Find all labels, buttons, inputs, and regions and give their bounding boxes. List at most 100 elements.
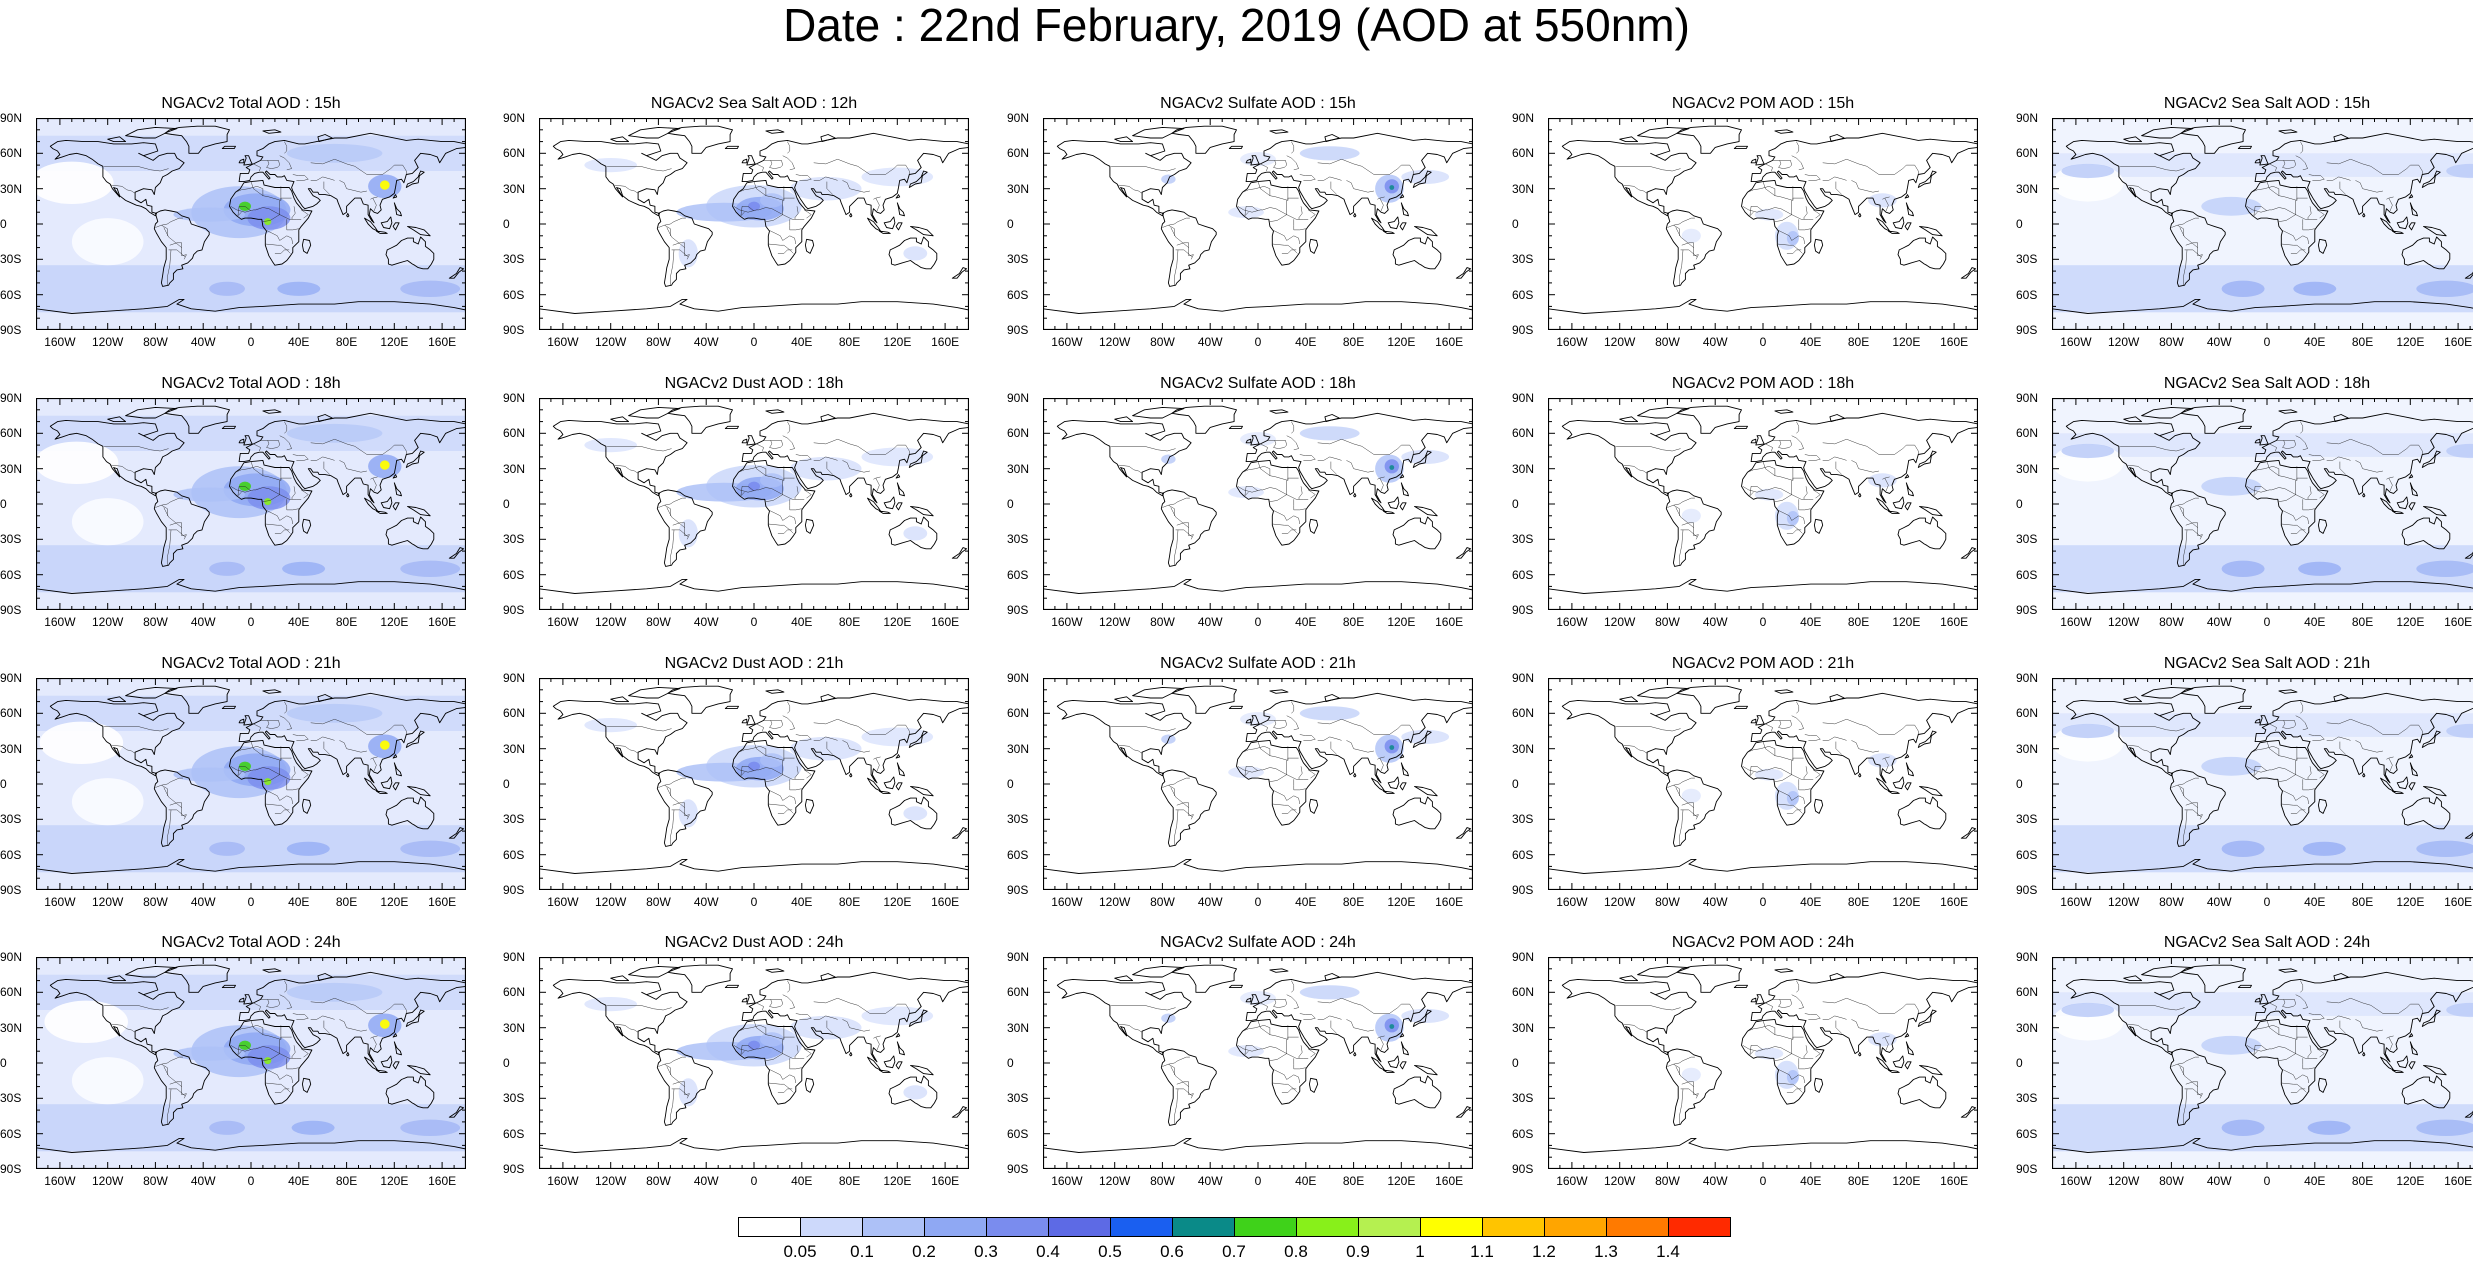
border-30 [2185,802,2198,808]
border-22 [1281,1088,1297,1093]
coastline-13 [1892,1055,1905,1069]
border-22 [274,809,290,814]
lon-tick-label: 160W [2060,335,2092,349]
colorbar-label: 0.2 [912,1242,936,1261]
border-24 [1298,486,1303,500]
coastline-1 [2169,769,2226,847]
border-15 [2246,1045,2318,1059]
border-11 [826,461,833,475]
world-map [539,398,969,610]
coastline-7 [1755,715,1765,726]
border-22 [274,249,290,254]
border-25 [1813,1048,1821,1058]
lat-tick-label: 90S [503,323,525,337]
border-5 [279,994,292,1010]
coastline-14 [1399,222,1407,231]
coastline-4 [888,796,938,830]
lon-tick-label: 80W [1655,615,1680,629]
border-8 [1317,158,1362,167]
lon-tick-label: 160W [547,335,579,349]
border-29 [664,497,686,506]
coastline-10 [1917,1009,1937,1027]
coastline-5 [667,685,733,714]
lon-tick-label: 80E [2351,895,2374,909]
coastline-2 [1741,739,1825,826]
border-29 [161,777,183,786]
coastline-21 [1353,772,1357,778]
coastline-18 [896,482,905,497]
coastline-9 [221,145,236,150]
border-1 [1623,184,1648,194]
coastline-18 [393,762,402,777]
colorbar-label: 1.1 [1470,1242,1494,1261]
lat-tick-label: 30S [1007,812,1029,827]
coastline-22 [895,1033,901,1038]
border-31 [2171,504,2184,516]
lon-tick-label: 40W [2206,895,2232,909]
coastline-24 [2278,689,2298,694]
lat-tick-label: 60S [2016,1126,2038,1141]
coastline-21 [346,772,350,778]
border-25 [301,209,309,219]
lat-tick-label: 60N [2016,706,2039,721]
border-17 [1257,461,1271,476]
coastline-6 [1548,1137,1978,1153]
coastline-5 [164,405,230,434]
border-6 [1291,701,1295,714]
border-11 [323,741,330,755]
border-27 [2179,1066,2203,1099]
coastline-0 [552,699,688,777]
lon-tick-label: 40E [2304,1174,2326,1188]
coastline-8 [1245,718,1252,724]
border-7 [292,454,309,461]
coastline-10 [1917,450,1937,468]
lon-tick-label: 80E [1847,335,1870,349]
coastline-0 [552,978,688,1056]
border-25 [804,209,812,219]
lat-tick-label: 30S [503,252,525,267]
border-19 [1774,480,1792,502]
border-14 [2388,1036,2393,1051]
border-32 [1174,1088,1179,1125]
border-29 [664,1056,686,1065]
border-19 [1269,480,1287,502]
lon-tick-label: 40W [1197,615,1223,629]
border-27 [163,507,187,540]
border-24 [1298,206,1303,220]
coastline-10 [908,450,928,468]
coastline-18 [2409,1041,2418,1056]
border-9 [1361,724,1414,735]
border-13 [370,756,378,760]
border-28 [1680,809,1698,818]
border-10 [2355,180,2383,193]
lon-tick-label: 80W [143,615,168,629]
coastline-24 [1774,968,1794,973]
panel-title: NGACv2 Sulfate AOD : 15h [1160,95,1356,112]
coastline-21 [346,492,350,498]
border-30 [1681,522,1694,528]
lat-tick-label: 30N [2016,461,2039,476]
coastline-7 [1250,715,1260,726]
coastline-7 [243,715,253,726]
coastline-24 [262,129,282,134]
border-8 [1317,997,1362,1006]
coastline-2 [732,459,816,546]
border-4 [1274,720,1287,728]
coastline-24 [1774,129,1794,134]
lat-tick-label: 90S [0,1162,22,1176]
coastline-13 [883,496,896,510]
coastline-20 [1619,416,1639,423]
border-25 [301,489,309,499]
border-23 [1293,779,1306,791]
lon-tick-label: 80W [646,335,671,349]
lon-tick-label: 120W [2107,1174,2140,1188]
border-5 [1791,715,1804,731]
coastline-1 [2169,209,2226,287]
border-25 [1813,489,1821,499]
lon-tick-label: 160E [1435,615,1464,629]
border-30 [672,522,685,528]
border-19 [262,200,280,222]
coastline-8 [741,997,748,1003]
border-25 [1308,769,1316,779]
border-30 [1176,1081,1189,1087]
